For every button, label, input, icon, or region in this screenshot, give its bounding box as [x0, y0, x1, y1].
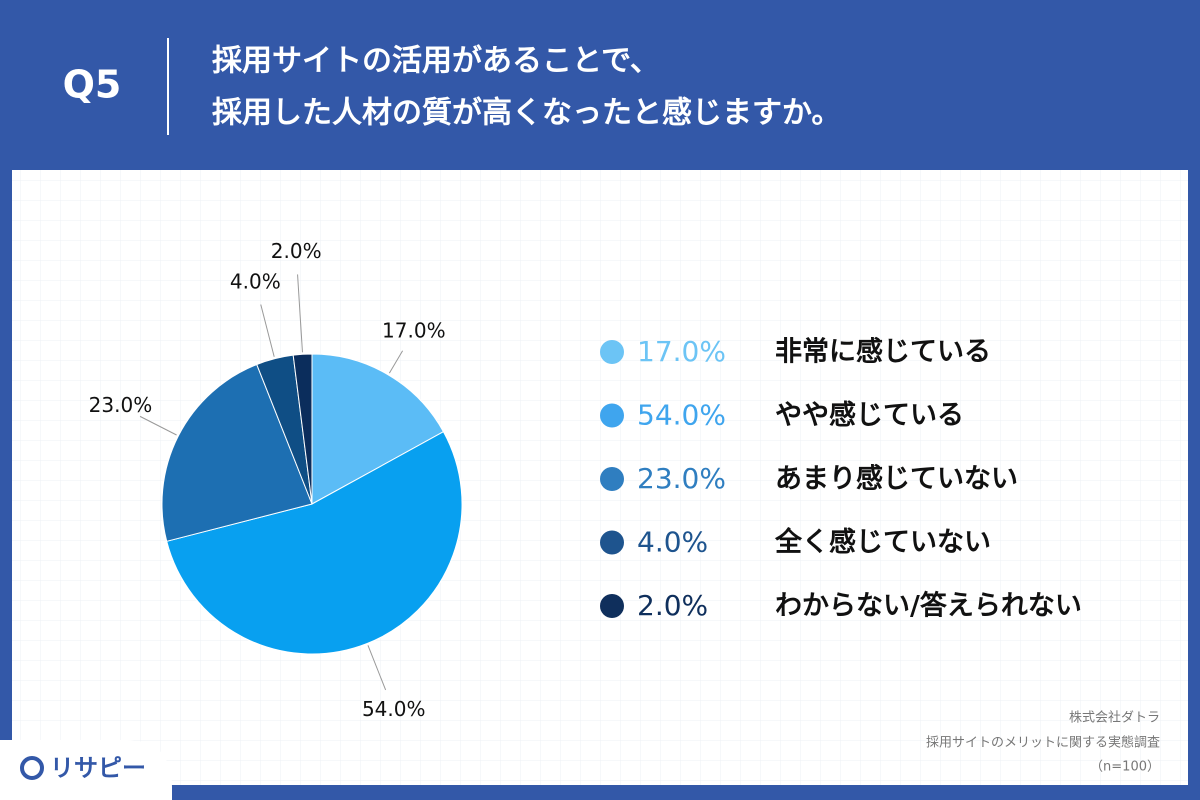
data-label: 4.0%: [230, 270, 281, 294]
legend-label: 非常に感じている: [775, 336, 991, 368]
legend-value: 17.0%: [637, 335, 726, 368]
pie-slice: [292, 353, 313, 505]
pie-slice: [161, 363, 313, 542]
source: （n=100）: [1090, 760, 1160, 775]
leader-line: [297, 274, 303, 353]
title-line: 採用した人材の質が高くなったと感じますか。: [212, 96, 841, 131]
logo-tab: [0, 740, 172, 800]
pie-slice: [311, 353, 445, 505]
legend-marker: [600, 594, 624, 618]
leader-line: [260, 304, 275, 357]
leader-line: [367, 645, 387, 691]
legend-marker: [600, 340, 624, 364]
data-label: 2.0%: [271, 239, 322, 263]
legend-label: やや感じている: [775, 399, 964, 431]
leader-line: [388, 350, 404, 374]
legend-marker: [600, 403, 624, 428]
question-number: Q5: [63, 63, 122, 107]
legend-label: 全く感じていない: [774, 526, 991, 558]
data-label: 17.0%: [382, 318, 446, 342]
legend-marker: [600, 467, 624, 491]
legend-marker: [600, 530, 624, 555]
pie-slice: [166, 431, 463, 655]
legend-value: 23.0%: [637, 462, 726, 495]
logo: リサピー: [50, 754, 146, 782]
logo-icon: [20, 756, 44, 780]
legend-label: あまり感じていない: [775, 463, 1018, 495]
legend-label: わからない/答えられない: [775, 590, 1082, 622]
title-line: 採用サイトの活用があることで、: [212, 44, 660, 79]
leader-line: [139, 415, 177, 436]
data-label: 54.0%: [362, 697, 426, 721]
source: 採用サイトのメリットに関する実態調査: [926, 735, 1160, 751]
legend-value: 4.0%: [637, 526, 708, 559]
legend-value: 2.0%: [637, 589, 708, 622]
data-label: 23.0%: [89, 393, 153, 417]
source: 株式会社ダトラ: [1069, 710, 1160, 726]
legend-value: 54.0%: [637, 399, 726, 432]
